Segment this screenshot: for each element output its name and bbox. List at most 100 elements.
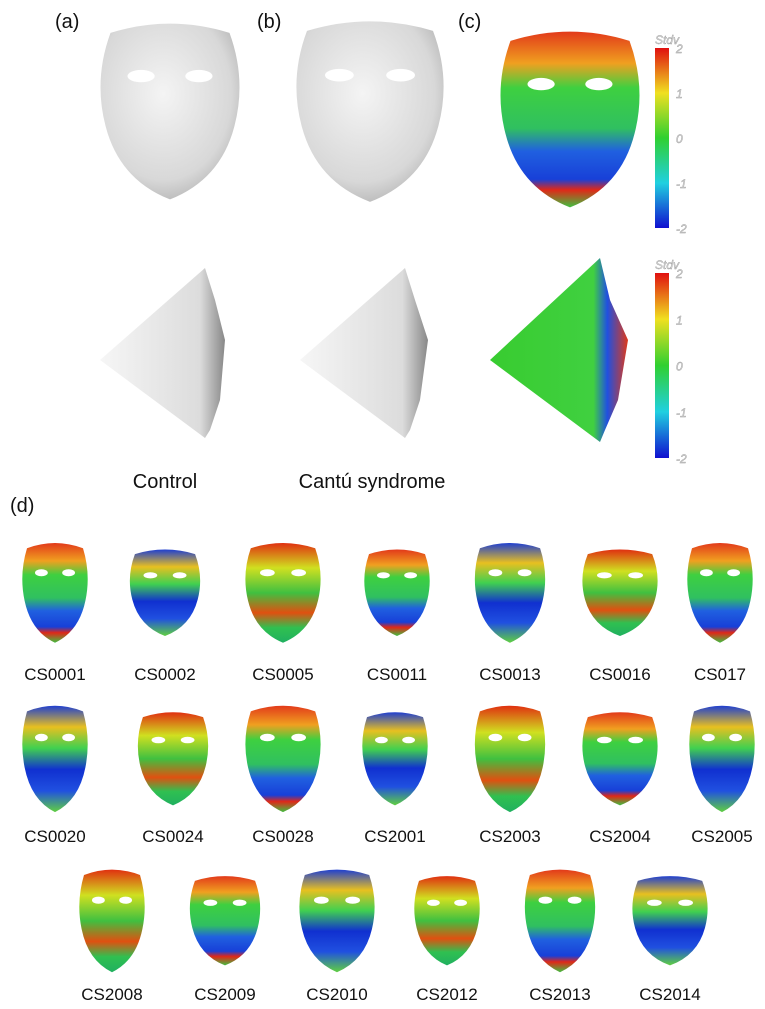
eye [143, 572, 158, 579]
face-surface [100, 23, 240, 200]
face-surface [189, 876, 261, 966]
face-surface [22, 543, 88, 643]
face-surface [632, 876, 708, 966]
eye [62, 569, 75, 577]
eye [180, 736, 195, 744]
eye [185, 69, 213, 83]
subject-id: CS2014 [639, 985, 700, 1004]
caption: Cantú syndrome [299, 471, 446, 493]
subject-id: CS0028 [252, 827, 313, 846]
eye [35, 733, 48, 742]
eye [567, 896, 582, 904]
caption: Control [133, 471, 197, 493]
face-surface [129, 549, 201, 636]
eye [585, 77, 613, 91]
face-surface [582, 549, 658, 636]
face-surface [137, 712, 209, 806]
eye [375, 736, 388, 744]
eye [232, 899, 247, 906]
face [500, 31, 640, 208]
face-surface [474, 705, 546, 813]
face [632, 876, 708, 966]
eye [260, 733, 275, 742]
eye [597, 736, 612, 744]
face-surface [362, 712, 428, 806]
face [474, 705, 546, 813]
face [137, 712, 209, 806]
face [414, 876, 480, 966]
subject-id: CS017 [694, 665, 746, 684]
eye [35, 569, 48, 577]
eye [151, 736, 166, 744]
profile-face [490, 258, 628, 442]
face [189, 876, 261, 966]
face [22, 543, 88, 643]
face-surface [689, 705, 755, 813]
subject-id: CS2004 [589, 827, 650, 846]
face [689, 705, 755, 813]
colorbar-tick: 2 [675, 267, 683, 281]
subject-id: CS2005 [691, 827, 752, 846]
face-surface [296, 21, 444, 202]
eye [119, 896, 132, 904]
profile-face [300, 268, 428, 438]
eye [727, 569, 740, 577]
face-surface [245, 705, 321, 813]
face-surface [524, 869, 596, 973]
face-surface [582, 712, 658, 806]
subject-id: CS2012 [416, 985, 477, 1004]
face [364, 549, 430, 636]
eye [386, 68, 415, 82]
eye [647, 899, 662, 906]
colorbar-tick: 0 [676, 360, 683, 374]
face-surface [245, 543, 321, 643]
subject-id: CS0013 [479, 665, 540, 684]
subject-id: CS0002 [134, 665, 195, 684]
colorbar-title: Stdv [655, 258, 680, 272]
face [582, 712, 658, 806]
colorbar-tick: -2 [676, 452, 687, 466]
panel-label: (a) [55, 11, 79, 33]
panel-label: (b) [257, 11, 281, 33]
eye [517, 733, 532, 742]
subject-id: CS0001 [24, 665, 85, 684]
face-surface [500, 31, 640, 208]
face [79, 869, 145, 973]
face [129, 549, 201, 636]
eye [377, 572, 390, 579]
subject-id: CS2008 [81, 985, 142, 1004]
panel-label: (d) [10, 495, 34, 517]
profile-face [100, 268, 225, 438]
colorbar-tick: 1 [676, 313, 683, 327]
eye [454, 899, 467, 906]
subject-id: CS2009 [194, 985, 255, 1004]
subject-id: CS0016 [589, 665, 650, 684]
face-surface [414, 876, 480, 966]
colorbar [655, 48, 669, 228]
eye [628, 736, 643, 744]
eye [517, 569, 532, 577]
colorbar [655, 273, 669, 458]
subject-id: CS0020 [24, 827, 85, 846]
face-surface [687, 543, 753, 643]
face-surface [474, 543, 546, 643]
eye [538, 896, 553, 904]
eye [291, 569, 306, 577]
eye [404, 572, 417, 579]
colorbar-tick: 1 [676, 87, 683, 101]
subject-id: CS0011 [367, 665, 427, 684]
subject-id: CS2013 [529, 985, 590, 1004]
eye [127, 69, 155, 83]
eye [488, 569, 503, 577]
face-surface [22, 705, 88, 813]
face-surface [299, 869, 375, 973]
eye [314, 896, 329, 904]
face [687, 543, 753, 643]
eye [628, 572, 643, 579]
eye [700, 569, 713, 577]
colorbar-tick: -1 [676, 406, 687, 420]
face-surface [79, 869, 145, 973]
face [474, 543, 546, 643]
subject-id: CS0005 [252, 665, 313, 684]
